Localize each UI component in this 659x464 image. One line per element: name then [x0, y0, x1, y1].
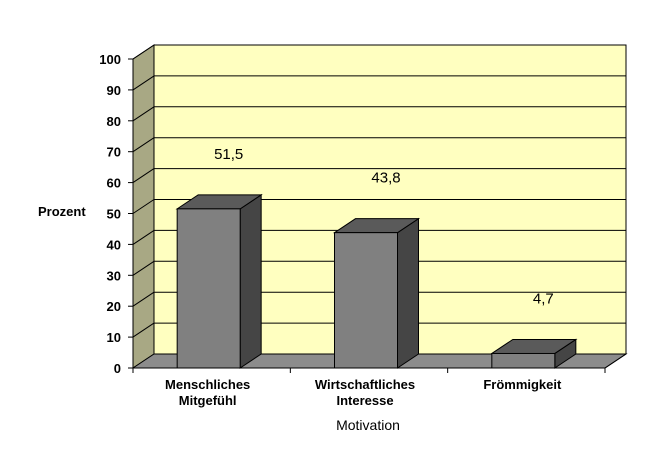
- data-label: 43,8: [371, 170, 400, 187]
- category-label: Wirtschaftliches: [315, 377, 415, 392]
- y-axis-title: Prozent: [38, 204, 86, 219]
- x-axis-title: Motivation: [336, 417, 400, 433]
- gridline-side: [132, 322, 155, 338]
- y-tick-label: 90: [107, 83, 121, 98]
- y-tick-label: 0: [114, 361, 121, 376]
- category-label: Interesse: [336, 393, 393, 408]
- bar-front-face: [491, 352, 556, 369]
- y-tick-label: 20: [107, 299, 121, 314]
- gridline-side: [132, 44, 155, 60]
- gridline-side: [132, 291, 155, 307]
- bar-front-face: [334, 232, 398, 369]
- data-label: 51,5: [214, 146, 243, 163]
- bar-side-face: [397, 217, 419, 369]
- y-axis: 0 10 20 30 40 50 60 70 80 90 100: [99, 52, 134, 376]
- bar-side-face: [239, 193, 262, 369]
- y-tick-label: 40: [107, 237, 121, 252]
- bar-front-face: [176, 208, 241, 369]
- y-tick-label: 50: [107, 207, 121, 222]
- gridline-side: [132, 137, 155, 153]
- gridline-side: [132, 106, 155, 122]
- y-tick-label: 80: [107, 114, 121, 129]
- gridline-side: [132, 75, 155, 91]
- bar: [332, 217, 421, 369]
- y-tick-label: 60: [107, 176, 121, 191]
- gridline-side: [132, 229, 155, 245]
- gridline-side: [132, 168, 155, 184]
- y-tick-label: 30: [107, 268, 121, 283]
- y-tick-label: 70: [107, 145, 121, 160]
- bar: [175, 193, 263, 369]
- gridline-side: [132, 260, 155, 276]
- bars: 51,5 43,8 4,7: [175, 146, 578, 369]
- y-tick-label: 10: [107, 330, 121, 345]
- gridline-side: [132, 199, 155, 214]
- y-tick-label: 100: [99, 52, 121, 67]
- category-label: Menschliches: [165, 377, 250, 392]
- data-label: 4,7: [533, 290, 554, 307]
- category-label: Frömmigkeit: [483, 377, 562, 392]
- category-label: Mitgefühl: [179, 393, 237, 408]
- x-axis-depth-line: [604, 353, 627, 369]
